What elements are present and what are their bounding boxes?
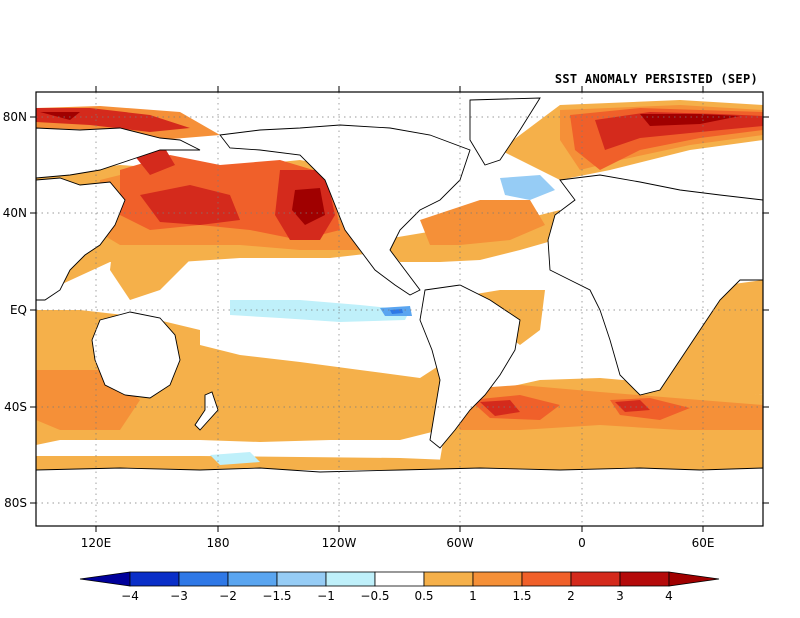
legend-swatch-low-end: [79, 571, 131, 587]
legend-tick-label: 0.5: [414, 589, 433, 603]
lat-axis: 80N 40N EQ 40S 80S: [3, 110, 769, 510]
lat-label-40s: 40S: [4, 400, 27, 414]
lat-label-40n: 40N: [3, 206, 27, 220]
land-eurasia-north: [36, 127, 201, 179]
legend-swatch: [472, 571, 523, 587]
anomaly-positive-extreme: [40, 112, 740, 225]
land-europe-africa: [547, 174, 763, 396]
legend-tick-label: 1.5: [512, 589, 531, 603]
lon-label-120e: 120E: [81, 536, 112, 550]
legend-tick-label: −2: [219, 589, 237, 603]
legend-swatch: [227, 571, 278, 587]
legend-swatch: [129, 571, 180, 587]
land-australia: [91, 311, 181, 399]
gridlines: [36, 92, 763, 526]
land-antarctica: [36, 467, 763, 526]
map-frame: [35, 91, 764, 527]
land-greenland: [469, 97, 541, 166]
legend-swatch-high-end: [668, 571, 720, 587]
lon-label-180: 180: [207, 536, 230, 550]
land-north-america: [219, 124, 471, 296]
legend-tick-label: 3: [616, 589, 624, 603]
legend-swatch: [325, 571, 376, 587]
legend-tick-label: −4: [121, 589, 139, 603]
legend-swatch: [276, 571, 327, 587]
legend-tick-label: −1.5: [262, 589, 291, 603]
legend-swatch: [619, 571, 670, 587]
lon-label-60w: 60W: [446, 536, 473, 550]
legend-swatch: [374, 571, 425, 587]
legend-tick-label: −0.5: [360, 589, 389, 603]
lat-label-80n: 80N: [3, 110, 27, 124]
lon-label-120w: 120W: [322, 536, 357, 550]
legend-swatch: [570, 571, 621, 587]
lat-label-80s: 80S: [4, 496, 27, 510]
map-title: SST ANOMALY PERSISTED (SEP): [554, 72, 758, 86]
legend-tick-label: 2: [567, 589, 575, 603]
lon-axis: 120E 180 120W 60W 0 60E: [81, 86, 715, 550]
lon-label-0: 0: [578, 536, 586, 550]
legend-tick-label: 1: [469, 589, 477, 603]
lon-label-60e: 60E: [692, 536, 715, 550]
legend-tick-label: −3: [170, 589, 188, 603]
map-panel: [36, 92, 763, 526]
legend-tick-label: −1: [317, 589, 335, 603]
legend-swatch: [178, 571, 229, 587]
land-eurasia-east: [36, 177, 126, 301]
legend-swatch: [423, 571, 474, 587]
legend-swatch: [521, 571, 572, 587]
legend-tick-label: 4: [665, 589, 673, 603]
land-new-zealand: [194, 391, 219, 431]
color-legend: −4 −3 −2 −1.5 −1 −0.5 0.5 1 1.5 2 3 4: [79, 571, 720, 603]
lat-label-eq: EQ: [10, 303, 27, 317]
